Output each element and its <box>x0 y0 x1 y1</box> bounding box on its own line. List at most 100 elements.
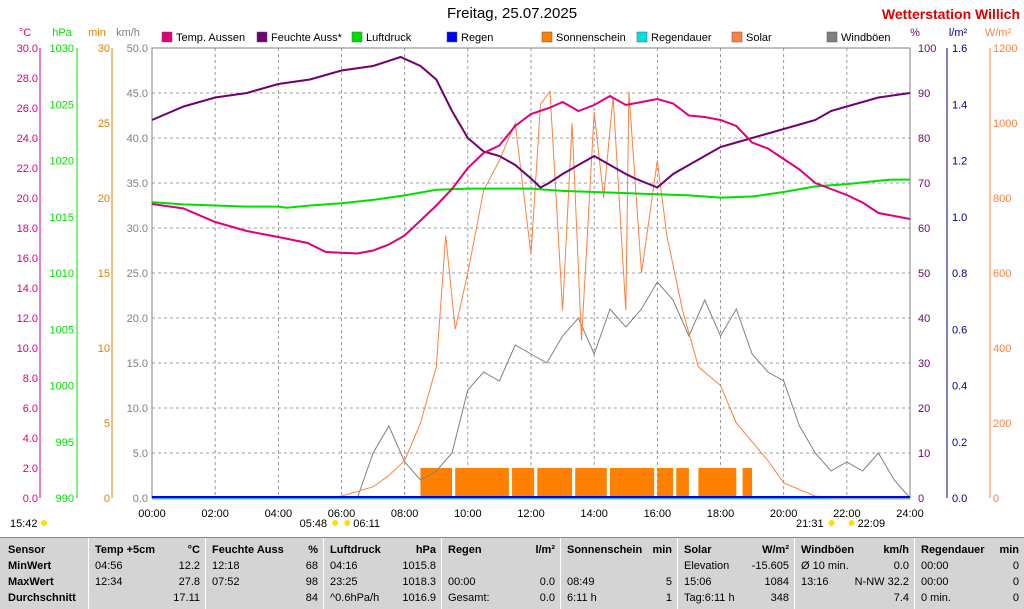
raindur-unit: min <box>999 544 1019 556</box>
sunshine-bar <box>698 468 737 498</box>
row-label-min: MinWert <box>8 560 52 572</box>
temp-tick-label: 0.0 <box>23 493 38 505</box>
rain-row-time: 00:00 <box>448 576 476 588</box>
press-row-time: 04:16 <box>330 560 358 572</box>
min-tick-label: 25 <box>98 118 110 130</box>
temp-row-value: 27.8 <box>178 576 200 588</box>
x-tick-label: 06:00 <box>328 508 356 520</box>
min-tick-label: 5 <box>104 418 110 430</box>
lm2-tick-label: 1.2 <box>952 156 967 168</box>
temp-tick-label: 6.0 <box>23 403 38 415</box>
solar-row-time: Tag:6:11 h <box>684 592 735 604</box>
sunrise-icon <box>344 520 351 526</box>
legend-swatch <box>351 31 363 43</box>
x-tick-label: 10:00 <box>454 508 482 520</box>
wm2-tick-label: 600 <box>993 268 1011 280</box>
moonrise-time: 15:42 <box>10 518 38 530</box>
unit-label-kmh: km/h <box>116 27 140 39</box>
dawn-time: 05:48 <box>300 518 328 530</box>
legend-label: Feuchte Auss* <box>271 32 343 44</box>
min-tick-label: 10 <box>98 343 110 355</box>
temp-column: Temp +5cm °C 04:56 12.2 12:34 27.8 17.11 <box>88 538 206 609</box>
raindur-header: Regendauer <box>921 544 985 556</box>
unit-label-min: min <box>88 27 106 39</box>
humid-header: Feuchte Auss <box>212 544 284 556</box>
x-tick-label: 04:00 <box>265 508 293 520</box>
raindur-row-value: 0 <box>1012 560 1019 572</box>
kmh-tick-label: 35.0 <box>127 178 148 190</box>
x-tick-label: 00:00 <box>138 508 166 520</box>
sunshine-bar <box>742 468 753 498</box>
sunshine-bar <box>575 468 607 498</box>
summary-table: Sensor MinWert MaxWert Durchschnitt Temp… <box>0 537 1024 609</box>
unit-label-hpa: hPa <box>52 27 72 39</box>
legend-swatch <box>826 31 838 43</box>
min-tick-label: 30 <box>98 43 110 55</box>
solar-row-time: Elevation <box>684 560 730 572</box>
sun-header: Sonnenschein <box>567 544 643 556</box>
hpa-tick-label: 1005 <box>50 324 74 336</box>
temp-tick-label: 10.0 <box>17 343 38 355</box>
pct-tick-label: 20 <box>918 403 930 415</box>
temp-tick-label: 30.0 <box>17 43 38 55</box>
kmh-tick-label: 15.0 <box>127 358 148 370</box>
raindur-row-time: 0 min. <box>921 592 951 604</box>
legend-label: Sonnenschein <box>556 32 626 44</box>
x-tick-label: 16:00 <box>644 508 672 520</box>
raindur-row-value: 0 <box>1012 576 1019 588</box>
legend-label: Solar <box>746 32 772 44</box>
legend-swatch <box>636 31 648 43</box>
wind-unit: km/h <box>883 544 909 556</box>
legend-swatch <box>446 31 458 43</box>
weather-chart: °C hPa min km/h% l/m² W/m² 30.0 28.0 26.0 24.0 22.… <box>10 27 1017 530</box>
temp-tick-label: 22.0 <box>17 163 38 175</box>
legend-swatch <box>731 31 743 43</box>
temp-row-value: 12.2 <box>178 560 200 572</box>
gust-line <box>152 281 911 499</box>
unit-label-lm2: l/m² <box>949 27 968 39</box>
wind-row-time: Ø 10 min. <box>801 560 849 572</box>
temp-row-time: 12:34 <box>95 576 123 588</box>
legend-swatch <box>256 31 268 43</box>
kmh-tick-label: 10.0 <box>127 403 148 415</box>
kmh-tick-label: 50.0 <box>127 43 148 55</box>
humid-unit: % <box>308 544 318 556</box>
x-tick-label: 12:00 <box>517 508 545 520</box>
row-label-max: MaxWert <box>8 576 54 588</box>
moonrise-icon <box>41 520 47 526</box>
pct-tick-label: 30 <box>918 358 930 370</box>
hpa-tick-label: 1010 <box>50 268 74 280</box>
legend-swatch <box>161 31 173 43</box>
humid-row-time: 12:18 <box>212 560 240 572</box>
temp-unit: °C <box>187 544 200 556</box>
solar-row-time: 15:06 <box>684 576 712 588</box>
temp-tick-label: 16.0 <box>17 253 38 265</box>
sun-column: Sonnenschein min 08:49 5 6:11 h 1 <box>560 538 678 609</box>
pressure-line <box>151 178 910 209</box>
lm2-tick-label: 0.8 <box>952 268 967 280</box>
dawn-icon <box>332 520 339 526</box>
hpa-tick-label: 1015 <box>50 212 74 224</box>
pct-tick-label: 40 <box>918 313 930 325</box>
legend-label: Regen <box>461 32 493 44</box>
pct-tick-label: 80 <box>918 133 930 145</box>
legend-label: Temp. Aussen <box>176 32 245 44</box>
temp-tick-label: 18.0 <box>17 223 38 235</box>
wm2-tick-label: 400 <box>993 343 1011 355</box>
kmh-tick-label: 40.0 <box>127 133 148 145</box>
hpa-tick-label: 1020 <box>50 156 74 168</box>
kmh-tick-label: 0.0 <box>133 493 148 505</box>
unit-label-wm2: W/m² <box>985 27 1012 39</box>
temp-tick-label: 12.0 <box>17 313 38 325</box>
legend-swatch <box>541 31 553 43</box>
kmh-tick-label: 25.0 <box>127 268 148 280</box>
wm2-tick-label: 1200 <box>993 43 1017 55</box>
unit-label-pct: % <box>910 27 920 39</box>
hpa-tick-label: 995 <box>56 437 74 449</box>
sunshine-bar <box>537 468 573 498</box>
press-row-value: 1015.8 <box>402 560 436 572</box>
x-tick-label: 18:00 <box>707 508 735 520</box>
sensor-column: Sensor MinWert MaxWert Durchschnitt <box>0 538 88 609</box>
sun-unit: min <box>652 544 672 556</box>
wind-column: Windböen km/h Ø 10 min. 0.0 13:16 N-NW 32.2 7.… <box>794 538 915 609</box>
